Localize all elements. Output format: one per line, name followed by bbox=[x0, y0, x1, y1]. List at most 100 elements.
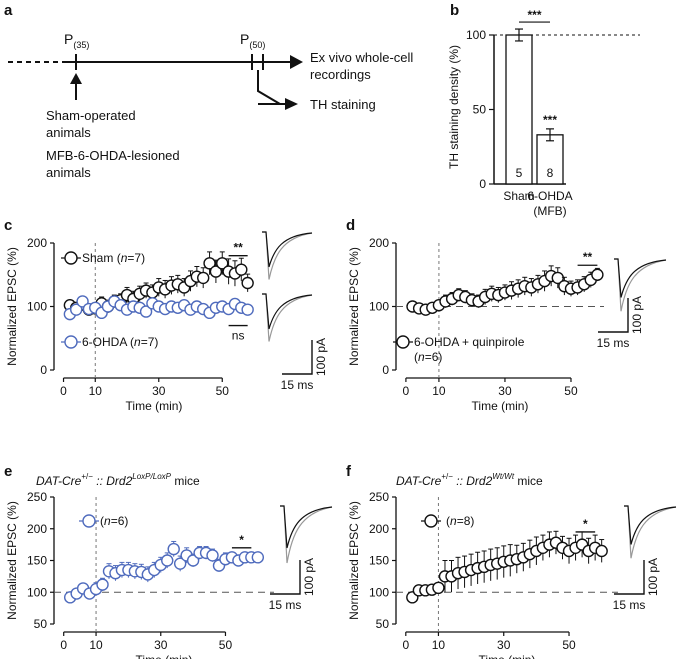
scale-bar bbox=[282, 340, 313, 375]
scale-bar bbox=[270, 560, 301, 595]
scale-bar-current-label: 100 pA bbox=[302, 558, 316, 596]
panel-b-ytick-label: 50 bbox=[473, 103, 487, 117]
x-tick-label: 50 bbox=[219, 638, 233, 652]
y-tick-label: 200 bbox=[27, 522, 47, 536]
x-tick-label: 10 bbox=[432, 384, 446, 398]
y-axis-label: Normalized EPSC (%) bbox=[5, 501, 19, 620]
panel-c-legend-6ohda: 6-OHDA (n=7) bbox=[82, 335, 158, 349]
x-tick-label: 0 bbox=[402, 638, 409, 652]
epsc-trace-before bbox=[614, 258, 667, 298]
sham-label-line2: animals bbox=[46, 125, 91, 140]
panel-d-legend-line2: (n=6) bbox=[414, 350, 442, 364]
x-tick-label: 10 bbox=[432, 638, 446, 652]
scale-bar-time-label: 15 ms bbox=[281, 378, 314, 392]
legend-marker bbox=[64, 251, 78, 265]
panel-a: a P(35) P(50) Ex vivo whole-cell recordi… bbox=[4, 2, 413, 180]
data-point bbox=[139, 305, 153, 318]
panel-a-label: a bbox=[4, 2, 13, 19]
data-point bbox=[167, 542, 180, 556]
x-tick-label: 10 bbox=[89, 638, 103, 652]
epsc-trace-after bbox=[262, 231, 313, 280]
data-point bbox=[241, 303, 254, 316]
epsc-trace-before bbox=[262, 231, 313, 268]
x-tick-label: 0 bbox=[60, 638, 67, 652]
x-tick-label: 50 bbox=[564, 384, 578, 398]
panel-b-ylabel: TH staining density (%) bbox=[447, 45, 461, 169]
data-point bbox=[70, 303, 83, 316]
y-tick-label: 50 bbox=[376, 617, 390, 631]
x-axis-label: Time (min) bbox=[479, 653, 536, 659]
epsc-trace-before bbox=[280, 505, 333, 549]
th-staining-label: TH staining bbox=[310, 97, 376, 112]
x-tick-label: 0 bbox=[60, 384, 67, 398]
y-axis-label: Normalized EPSC (%) bbox=[5, 247, 19, 366]
y-tick-label: 250 bbox=[27, 490, 47, 504]
panel-f-label: f bbox=[346, 463, 352, 480]
x-axis-label: Time (min) bbox=[126, 399, 183, 413]
significance-label: ** bbox=[583, 250, 593, 264]
panel-b-category-label: 6-OHDA bbox=[527, 189, 572, 203]
panel-b-category-label: Sham bbox=[503, 189, 534, 203]
y-tick-label: 100 bbox=[27, 300, 47, 314]
panel-f-title: DAT-Cre+/− :: Drd2Wt/Wt mice bbox=[396, 472, 543, 488]
y-tick-label: 150 bbox=[369, 554, 389, 568]
x-tick-label: 30 bbox=[154, 638, 168, 652]
scale-bar-current-label: 100 pA bbox=[630, 296, 644, 334]
legend-marker bbox=[396, 335, 410, 349]
y-tick-label: 50 bbox=[34, 617, 48, 631]
data-point bbox=[591, 268, 604, 281]
data-point bbox=[235, 263, 248, 276]
x-tick-label: 30 bbox=[497, 638, 511, 652]
data-point bbox=[173, 557, 187, 570]
scale-bar bbox=[614, 560, 645, 595]
epsc-trace-after bbox=[624, 505, 677, 559]
scale-bar-time-label: 15 ms bbox=[597, 336, 630, 350]
x-axis-label: Time (min) bbox=[472, 399, 529, 413]
panel-e: 50 100 150 200 250 0 10 30 50 Time (min) Normalize… bbox=[5, 490, 333, 659]
epsc-trace-after bbox=[262, 293, 313, 342]
data-point bbox=[595, 544, 608, 558]
data-point bbox=[216, 257, 229, 270]
epsc-trace-before bbox=[624, 505, 677, 545]
x-tick-label: 30 bbox=[152, 384, 166, 398]
panel-c-legend-sham: Sham (n=7) bbox=[82, 251, 145, 265]
exvivo-label-line2: recordings bbox=[310, 67, 371, 82]
y-axis-label: Normalized EPSC (%) bbox=[347, 247, 361, 366]
panel-c: 0 100 200 0 10 30 50 Time (min) Normalized EPSC … bbox=[5, 231, 328, 413]
y-tick-label: 100 bbox=[369, 585, 389, 599]
panel-b-comparison-star: *** bbox=[527, 8, 541, 22]
panel-b-ytick-label: 0 bbox=[479, 177, 486, 191]
significance-label: ns bbox=[232, 329, 245, 343]
panel-b-bar bbox=[505, 34, 533, 185]
legend-marker bbox=[424, 514, 438, 528]
data-point bbox=[551, 271, 564, 285]
x-tick-label: 0 bbox=[403, 384, 410, 398]
data-point bbox=[203, 257, 216, 270]
x-tick-label: 50 bbox=[562, 638, 576, 652]
p35-label: P(35) bbox=[64, 31, 89, 50]
data-point bbox=[161, 554, 174, 567]
epsc-trace-before bbox=[262, 293, 313, 330]
significance-label: * bbox=[239, 533, 244, 547]
legend-marker bbox=[82, 514, 96, 528]
panel-e-legend: (n=6) bbox=[100, 514, 128, 528]
panel-b-n-label: 8 bbox=[547, 166, 554, 180]
x-tick-label: 10 bbox=[89, 384, 103, 398]
y-axis-label: Normalized EPSC (%) bbox=[347, 501, 361, 620]
scale-bar-time-label: 15 ms bbox=[269, 598, 302, 612]
panel-b-bar-star: *** bbox=[543, 113, 557, 127]
y-tick-label: 100 bbox=[369, 300, 389, 314]
panel-e-label: e bbox=[4, 463, 12, 480]
panel-d-legend-line1: 6-OHDA + quinpirole bbox=[414, 335, 525, 349]
mfb-label-line1: MFB-6-OHDA-lesioned bbox=[46, 148, 180, 163]
timeline-arrowhead bbox=[290, 55, 303, 69]
panel-c-label: c bbox=[4, 217, 12, 234]
y-tick-label: 200 bbox=[369, 522, 389, 536]
x-axis-label: Time (min) bbox=[136, 653, 193, 659]
panel-b: b TH staining density (%) 0 50 100 5 Sham 8 *… bbox=[447, 2, 640, 218]
scale-bar-current-label: 100 pA bbox=[646, 558, 660, 596]
th-arrow-head bbox=[285, 98, 298, 110]
data-point bbox=[206, 549, 219, 562]
y-tick-label: 200 bbox=[27, 236, 47, 250]
y-tick-label: 0 bbox=[40, 363, 47, 377]
